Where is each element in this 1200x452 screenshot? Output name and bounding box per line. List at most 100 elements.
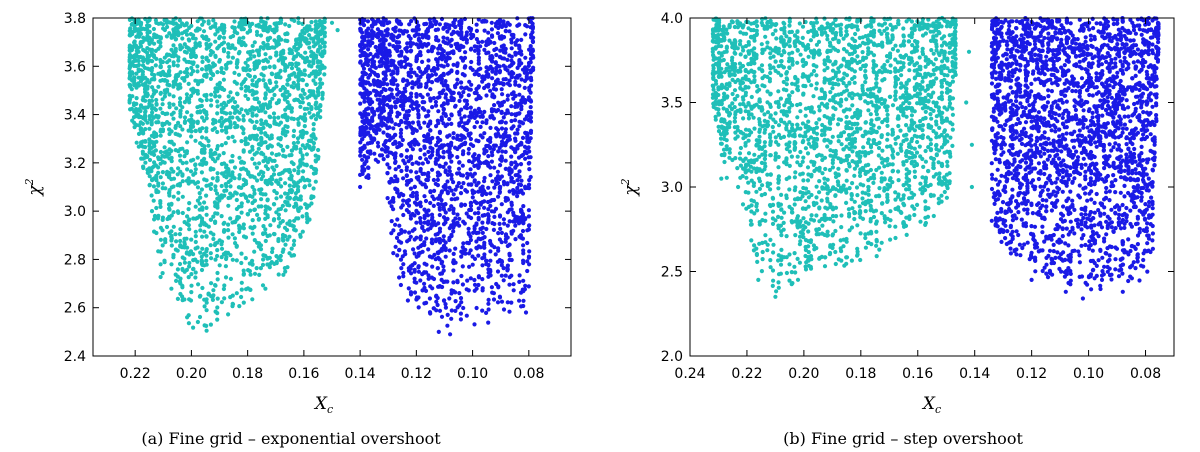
scatter-point <box>489 159 494 164</box>
scatter-point <box>158 201 163 206</box>
scatter-point <box>422 220 427 225</box>
scatter-point <box>507 172 512 177</box>
scatter-point <box>274 53 279 58</box>
scatter-point <box>276 115 281 120</box>
caption-a: (a) Fine grid – exponential overshoot <box>141 429 441 448</box>
scatter-point <box>300 143 305 148</box>
scatter-point <box>193 234 198 239</box>
scatter-point <box>414 195 419 200</box>
scatter-point <box>221 35 227 40</box>
scatter-point <box>367 122 372 127</box>
scatter-point <box>375 83 380 88</box>
scatter-point <box>127 43 132 48</box>
scatter-point <box>250 174 255 179</box>
scatter-point <box>259 130 264 135</box>
scatter-point <box>228 111 233 116</box>
scatter-point <box>160 59 165 65</box>
scatter-point <box>182 119 188 124</box>
scatter-point <box>468 172 473 177</box>
scatter-point <box>204 92 209 98</box>
scatter-point <box>507 257 512 262</box>
scatter-point <box>302 116 307 121</box>
scatter-point <box>517 62 522 67</box>
scatter-point <box>509 176 514 181</box>
scatter-point <box>281 127 286 132</box>
scatter-point <box>211 214 216 219</box>
scatter-point <box>237 173 242 178</box>
scatter-point <box>307 145 312 150</box>
scatter-point <box>256 100 262 105</box>
scatter-point <box>138 127 143 132</box>
scatter-point <box>234 291 239 296</box>
scatter-point <box>322 50 327 56</box>
scatter-point <box>383 28 388 33</box>
scatter-point <box>128 48 133 54</box>
scatter-point <box>441 234 446 239</box>
scatter-point <box>491 147 496 152</box>
scatter-point <box>511 32 516 38</box>
scatter-point <box>317 44 323 49</box>
scatter-point <box>257 126 262 131</box>
scatter-point <box>482 147 487 152</box>
scatter-point <box>193 54 198 59</box>
scatter-point <box>265 59 270 64</box>
scatter-point <box>441 72 446 78</box>
scatter-point <box>360 35 365 40</box>
scatter-point <box>160 121 165 126</box>
scatter-point <box>503 149 508 154</box>
scatter-point <box>278 20 284 25</box>
scatter-point <box>435 157 440 162</box>
scatter-point <box>311 59 316 64</box>
scatter-point <box>134 34 139 39</box>
scatter-point <box>210 297 215 302</box>
scatter-point <box>230 232 235 237</box>
scatter-point <box>171 54 176 59</box>
scatter-point <box>468 47 473 52</box>
scatter-point <box>274 80 279 85</box>
scatter-point <box>381 115 386 120</box>
scatter-point <box>252 66 257 72</box>
scatter-point <box>169 159 174 164</box>
scatter-point <box>440 259 445 264</box>
scatter-point <box>511 282 516 287</box>
scatter-point <box>456 166 462 171</box>
scatter-point <box>498 226 503 231</box>
scatter-point <box>375 140 380 145</box>
scatter-point <box>221 151 226 156</box>
scatter-point <box>498 259 503 264</box>
scatter-point <box>263 92 268 97</box>
scatter-point <box>469 182 474 187</box>
scatter-point <box>285 38 290 44</box>
scatter-point <box>371 79 376 84</box>
scatter-point <box>189 65 194 70</box>
scatter-point <box>364 132 369 137</box>
scatter-point <box>305 203 310 208</box>
scatter-point <box>391 135 396 140</box>
scatter-point <box>204 328 209 333</box>
scatter-point <box>149 133 154 138</box>
scatter-point <box>171 17 176 23</box>
scatter-point <box>296 171 301 176</box>
scatter-point <box>365 149 370 155</box>
scatter-point <box>234 206 239 212</box>
scatter-point <box>447 248 452 253</box>
scatter-point <box>153 18 158 23</box>
scatter-point <box>174 239 179 244</box>
scatter-point <box>239 167 244 172</box>
scatter-point <box>177 279 182 284</box>
scatter-point <box>276 272 281 277</box>
scatter-point <box>395 114 400 119</box>
scatter-point <box>193 162 198 167</box>
scatter-point <box>158 90 163 95</box>
scatter-point <box>139 142 144 147</box>
scatter-point <box>204 64 209 69</box>
scatter-point <box>219 42 224 47</box>
scatter-point <box>423 288 429 293</box>
scatter-point <box>305 28 310 33</box>
scatter-point <box>210 176 215 181</box>
x-tick-label: 0.12 <box>401 366 432 382</box>
scatter-point <box>513 214 518 219</box>
scatter-point <box>515 73 520 78</box>
scatter-point <box>451 280 456 285</box>
scatter-point <box>184 32 190 37</box>
